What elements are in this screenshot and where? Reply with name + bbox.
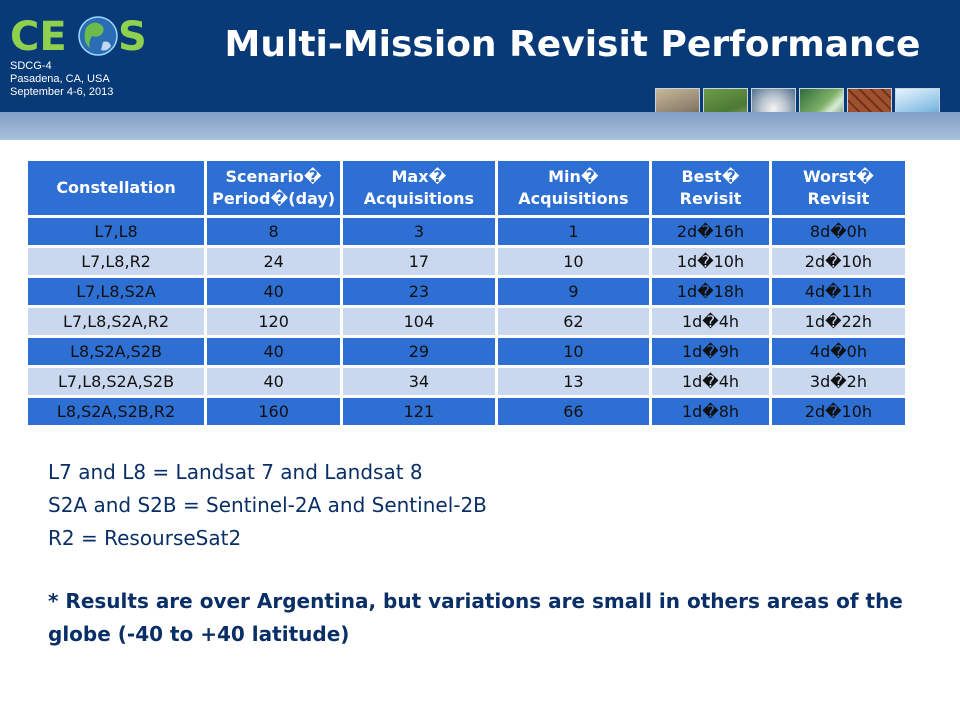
cell-period: 120: [207, 308, 341, 335]
table-row: L7,L8,S2A,S2B 40 34 13 1d�4h 3d�2h: [28, 368, 905, 395]
table-row: L8,S2A,S2B,R2 160 121 66 1d�8h 2d�10h: [28, 398, 905, 425]
cell-constellation: L7,L8,S2A,S2B: [28, 368, 205, 395]
cell-period: 8: [207, 218, 341, 245]
header-constellation: Constellation: [28, 161, 205, 215]
cell-max-acq: 121: [343, 398, 495, 425]
header-band: [0, 112, 960, 140]
cell-worst-revisit: 1d�22h: [771, 308, 905, 335]
note-footnote: * Results are over Argentina, but variat…: [48, 589, 903, 646]
meta-line-2: Pasadena, CA, USA: [10, 73, 110, 85]
cell-min-acq: 66: [497, 398, 650, 425]
table-row: L7,L8,S2A 40 23 9 1d�18h 4d�11h: [28, 278, 905, 305]
cell-max-acq: 34: [343, 368, 495, 395]
cell-min-acq: 10: [497, 248, 650, 275]
cell-max-acq: 104: [343, 308, 495, 335]
header-min-acquisitions: Min� Acquisitions: [497, 161, 650, 215]
table-row: L7,L8 8 3 1 2d�16h 8d�0h: [28, 218, 905, 245]
cell-worst-revisit: 2d�10h: [771, 398, 905, 425]
cell-worst-revisit: 8d�0h: [771, 218, 905, 245]
revisit-table: Constellation Scenario� Period�(day) Max�…: [28, 158, 908, 428]
cell-max-acq: 17: [343, 248, 495, 275]
cell-best-revisit: 1d�8h: [652, 398, 769, 425]
cell-max-acq: 29: [343, 338, 495, 365]
svg-text:CE: CE: [10, 14, 67, 60]
note-resoursesat: R2 = ResourseSat2: [48, 526, 242, 550]
cell-best-revisit: 1d�4h: [652, 308, 769, 335]
cell-period: 40: [207, 278, 341, 305]
cell-best-revisit: 1d�18h: [652, 278, 769, 305]
slide-header: CE S SDCG-4 Pasadena, CA, USA September …: [0, 0, 960, 134]
cell-worst-revisit: 4d�0h: [771, 338, 905, 365]
meta-line-1: SDCG-4: [10, 60, 52, 72]
header-max-acquisitions: Max� Acquisitions: [343, 161, 495, 215]
cell-min-acq: 10: [497, 338, 650, 365]
cell-min-acq: 1: [497, 218, 650, 245]
svg-text:S: S: [118, 14, 147, 60]
table-row: L7,L8,R2 24 17 10 1d�10h 2d�10h: [28, 248, 905, 275]
cell-best-revisit: 1d�4h: [652, 368, 769, 395]
cell-worst-revisit: 4d�11h: [771, 278, 905, 305]
cell-period: 160: [207, 398, 341, 425]
cell-min-acq: 9: [497, 278, 650, 305]
header-best-revisit: Best� Revisit: [652, 161, 769, 215]
header-worst-revisit: Worst� Revisit: [771, 161, 905, 215]
ceos-logo: CE S: [10, 14, 147, 60]
cell-best-revisit: 2d�16h: [652, 218, 769, 245]
header-scenario-period: Scenario� Period�(day): [207, 161, 341, 215]
meta-line-3: September 4-6, 2013: [10, 86, 114, 98]
cell-worst-revisit: 2d�10h: [771, 248, 905, 275]
notes-section: L7 and L8 = Landsat 7 and Landsat 8 S2A …: [48, 456, 928, 651]
slide-title: Multi-Mission Revisit Performance: [224, 24, 921, 65]
cell-constellation: L7,L8,R2: [28, 248, 205, 275]
cell-max-acq: 3: [343, 218, 495, 245]
table-row: L7,L8,S2A,R2 120 104 62 1d�4h 1d�22h: [28, 308, 905, 335]
cell-constellation: L8,S2A,S2B,R2: [28, 398, 205, 425]
table-row: L8,S2A,S2B 40 29 10 1d�9h 4d�0h: [28, 338, 905, 365]
cell-max-acq: 23: [343, 278, 495, 305]
cell-min-acq: 13: [497, 368, 650, 395]
note-sentinel: S2A and S2B = Sentinel-2A and Sentinel-2…: [48, 493, 487, 517]
cell-constellation: L7,L8,S2A,R2: [28, 308, 205, 335]
cell-constellation: L8,S2A,S2B: [28, 338, 205, 365]
cell-min-acq: 62: [497, 308, 650, 335]
cell-worst-revisit: 3d�2h: [771, 368, 905, 395]
cell-best-revisit: 1d�10h: [652, 248, 769, 275]
cell-best-revisit: 1d�9h: [652, 338, 769, 365]
note-spacer: [48, 555, 928, 585]
conference-info: SDCG-4 Pasadena, CA, USA September 4-6, …: [10, 60, 113, 99]
cell-period: 24: [207, 248, 341, 275]
cell-period: 40: [207, 368, 341, 395]
cell-constellation: L7,L8,S2A: [28, 278, 205, 305]
cell-period: 40: [207, 338, 341, 365]
cell-constellation: L7,L8: [28, 218, 205, 245]
note-landsat: L7 and L8 = Landsat 7 and Landsat 8: [48, 460, 423, 484]
table-header-row: Constellation Scenario� Period�(day) Max�…: [28, 161, 905, 215]
